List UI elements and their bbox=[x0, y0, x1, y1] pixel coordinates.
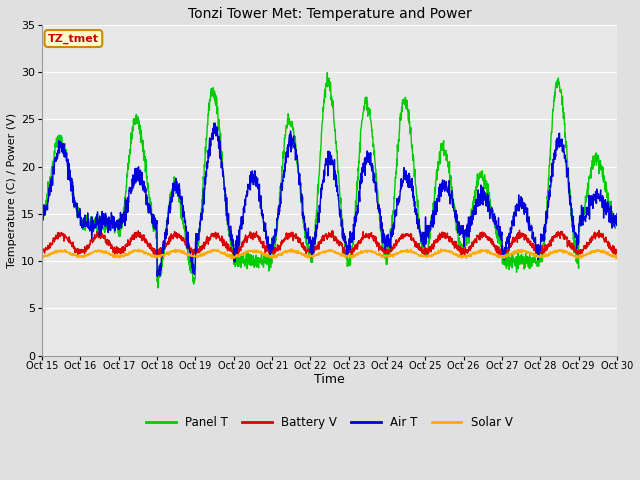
Panel T bbox=[613, 223, 621, 228]
X-axis label: Time: Time bbox=[314, 372, 345, 385]
Battery V bbox=[613, 250, 621, 255]
Solar V bbox=[198, 252, 206, 258]
Solar V bbox=[38, 254, 46, 260]
Air T bbox=[199, 210, 207, 216]
Line: Panel T: Panel T bbox=[42, 72, 617, 288]
Text: TZ_tmet: TZ_tmet bbox=[48, 34, 99, 44]
Air T bbox=[154, 274, 161, 279]
Battery V bbox=[579, 248, 586, 254]
Title: Tonzi Tower Met: Temperature and Power: Tonzi Tower Met: Temperature and Power bbox=[188, 7, 472, 21]
Solar V bbox=[579, 253, 586, 259]
Panel T bbox=[497, 240, 505, 245]
Panel T bbox=[347, 251, 355, 256]
Air T bbox=[347, 239, 355, 245]
Line: Solar V: Solar V bbox=[42, 249, 617, 259]
Panel T bbox=[38, 212, 46, 217]
Solar V bbox=[613, 252, 621, 258]
Air T bbox=[38, 210, 46, 216]
Air T bbox=[360, 160, 367, 166]
Air T bbox=[211, 120, 218, 126]
Y-axis label: Temperature (C) / Power (V): Temperature (C) / Power (V) bbox=[7, 113, 17, 268]
Solar V bbox=[437, 246, 445, 252]
Battery V bbox=[563, 236, 570, 241]
Panel T bbox=[579, 216, 586, 222]
Battery V bbox=[497, 252, 505, 257]
Battery V bbox=[347, 250, 355, 255]
Air T bbox=[563, 174, 570, 180]
Panel T bbox=[154, 285, 162, 291]
Panel T bbox=[199, 185, 207, 191]
Solar V bbox=[359, 249, 367, 254]
Solar V bbox=[347, 255, 355, 261]
Air T bbox=[613, 211, 621, 216]
Air T bbox=[579, 221, 586, 227]
Panel T bbox=[323, 70, 331, 75]
Line: Battery V: Battery V bbox=[42, 230, 617, 257]
Panel T bbox=[563, 143, 570, 148]
Battery V bbox=[152, 254, 160, 260]
Line: Air T: Air T bbox=[42, 123, 617, 276]
Battery V bbox=[199, 244, 207, 250]
Solar V bbox=[227, 256, 235, 262]
Battery V bbox=[359, 233, 367, 239]
Solar V bbox=[563, 250, 570, 255]
Solar V bbox=[497, 254, 505, 260]
Panel T bbox=[360, 109, 367, 115]
Legend: Panel T, Battery V, Air T, Solar V: Panel T, Battery V, Air T, Solar V bbox=[141, 411, 518, 433]
Air T bbox=[497, 237, 505, 243]
Battery V bbox=[516, 228, 524, 233]
Battery V bbox=[38, 247, 46, 252]
